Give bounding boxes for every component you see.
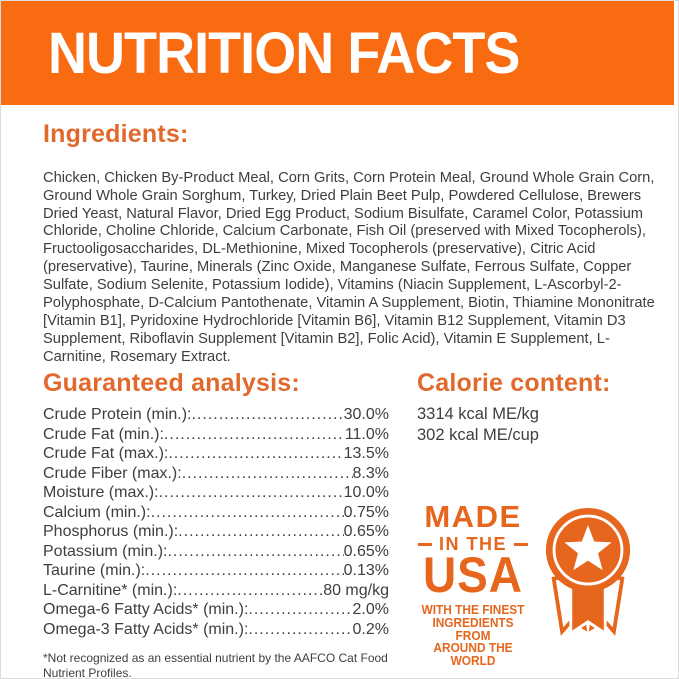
analysis-row: Crude Fat (max.): ......................…	[43, 444, 389, 464]
analysis-value: 80 mg/kg	[323, 581, 389, 599]
badge-tagline-line: INGREDIENTS FROM	[432, 614, 514, 643]
analysis-dot-leader: ........................................…	[248, 620, 352, 638]
analysis-label: Crude Protein (min.):	[43, 406, 192, 423]
analysis-label: Moisture (max.):	[43, 484, 159, 501]
analysis-dot-leader: ........................................…	[145, 562, 344, 579]
made-in-usa-badge: MADE IN THE USA WITH THE FINEST INGREDIEN…	[409, 500, 537, 668]
analysis-dot-leader: ........................................…	[177, 581, 323, 599]
analysis-label: Crude Fat (max.):	[43, 445, 169, 462]
analysis-row: Omega-3 Fatty Acids* (min.): ...........…	[43, 620, 389, 640]
calorie-line: 302 kcal ME/cup	[417, 426, 539, 444]
badge-usa-text: USA	[423, 547, 523, 603]
analysis-row: Moisture (max.): .......................…	[43, 483, 389, 503]
analysis-value: 13.5%	[343, 445, 389, 462]
ingredients-heading: Ingredients:	[43, 120, 189, 148]
analysis-value: 0.65%	[343, 523, 389, 540]
badge-made-text: MADE	[424, 499, 522, 534]
badge-in-the-text: IN THE	[438, 534, 507, 554]
analysis-label: Calcium (min.):	[43, 503, 151, 521]
guaranteed-analysis-list: Crude Protein (min.): ..................…	[43, 405, 389, 639]
analysis-value: 0.75%	[343, 503, 389, 521]
analysis-value: 11.0%	[344, 425, 389, 443]
analysis-value: 2.0%	[352, 601, 389, 618]
analysis-row: Crude Fat (min.): ......................…	[43, 425, 389, 445]
analysis-label: Taurine (min.):	[43, 562, 146, 579]
badge-tagline-line: WITH THE FINEST	[421, 602, 525, 617]
analysis-dot-leader: ........................................…	[158, 484, 344, 501]
guaranteed-analysis-heading: Guaranteed analysis:	[43, 369, 300, 397]
analysis-value: 30.0%	[343, 406, 389, 423]
analysis-dot-leader: ........................................…	[150, 503, 344, 521]
badge-tagline-line: AROUND THE WORLD	[433, 640, 513, 669]
badge-in-the-row: IN THE	[409, 534, 537, 554]
analysis-dot-leader: ........................................…	[178, 523, 343, 540]
footnote: *Not recognized as an essential nutrient…	[43, 651, 388, 679]
page-title: NUTRITION FACTS	[48, 21, 520, 86]
analysis-value: 0.13%	[343, 562, 389, 579]
analysis-row: Crude Fiber (max.): ....................…	[43, 464, 389, 484]
award-ribbon-star-icon	[545, 507, 631, 636]
analysis-label: Omega-3 Fatty Acids* (min.):	[43, 620, 249, 638]
analysis-dot-leader: ........................................…	[181, 464, 353, 482]
calorie-content-heading: Calorie content:	[417, 369, 611, 397]
dash-right	[514, 542, 528, 547]
analysis-value: 8.3%	[352, 464, 389, 482]
analysis-row: Crude Protein (min.): ..................…	[43, 405, 389, 425]
ingredients-text: Chicken, Chicken By-Product Meal, Corn G…	[43, 169, 655, 365]
analysis-label: Potassium (min.):	[43, 542, 168, 560]
analysis-row: Calcium (min.): ........................…	[43, 503, 389, 523]
analysis-label: L-Carnitine* (min.):	[43, 581, 178, 599]
analysis-row: L-Carnitine* (min.): ...................…	[43, 581, 389, 601]
badge-tagline: WITH THE FINEST INGREDIENTS FROM AROUND TH…	[415, 602, 530, 669]
calorie-line: 3314 kcal ME/kg	[417, 405, 539, 423]
analysis-value: 0.65%	[343, 542, 389, 560]
analysis-dot-leader: ........................................…	[163, 425, 345, 443]
analysis-row: Phosphorus (min.): .....................…	[43, 522, 389, 542]
analysis-dot-leader: ........................................…	[191, 406, 344, 423]
analysis-row: Omega-6 Fatty Acids* (min.): ...........…	[43, 600, 389, 620]
analysis-label: Crude Fiber (max.):	[43, 464, 182, 482]
analysis-label: Phosphorus (min.):	[43, 523, 179, 540]
analysis-dot-leader: ........................................…	[167, 542, 343, 560]
analysis-dot-leader: ........................................…	[248, 601, 352, 618]
analysis-label: Omega-6 Fatty Acids* (min.):	[43, 601, 249, 618]
analysis-row: Potassium (min.): ......................…	[43, 542, 389, 562]
analysis-row: Taurine (min.): ........................…	[43, 561, 389, 581]
calorie-lines: 3314 kcal ME/kg 302 kcal ME/cup	[417, 404, 539, 446]
header-banner: NUTRITION FACTS	[1, 1, 674, 105]
analysis-label: Crude Fat (min.):	[43, 425, 164, 443]
analysis-value: 0.2%	[352, 620, 389, 638]
dash-left	[417, 542, 432, 547]
analysis-value: 10.0%	[343, 484, 389, 501]
analysis-dot-leader: ........................................…	[168, 445, 343, 462]
